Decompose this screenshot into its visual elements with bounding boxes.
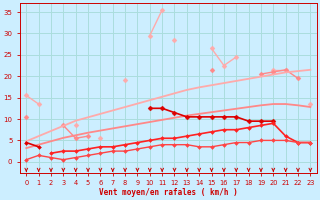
X-axis label: Vent moyen/en rafales ( km/h ): Vent moyen/en rafales ( km/h )	[99, 188, 238, 197]
